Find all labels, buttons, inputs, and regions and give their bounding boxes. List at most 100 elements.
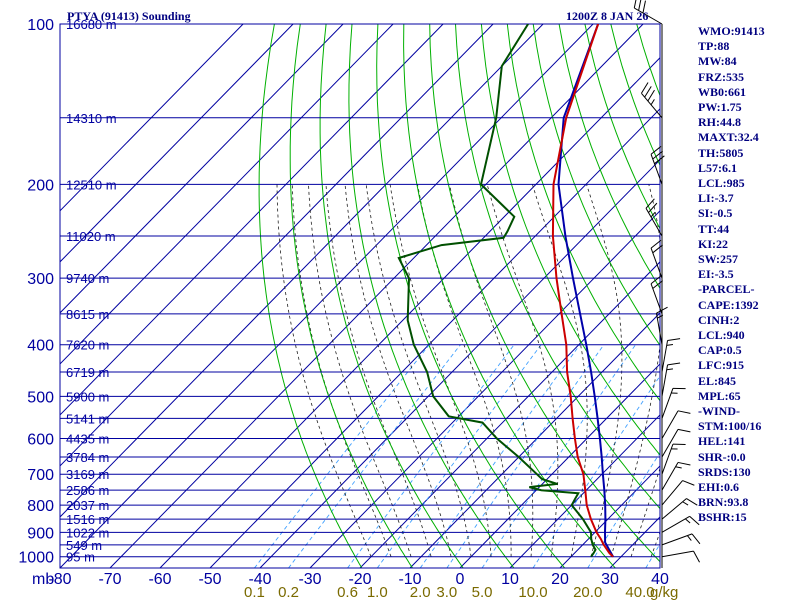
wind-barb-staff — [661, 364, 669, 397]
stability-index-entry: TH:5805 — [698, 145, 744, 160]
isotherm-line — [359, 261, 660, 568]
wind-barb — [661, 461, 691, 491]
mixing-ratio-line — [481, 344, 636, 568]
dry-adiabat-line — [289, 24, 413, 568]
wind-barb-staff — [661, 462, 679, 491]
temperature-tick-label: -60 — [148, 571, 171, 588]
height-label: 549 m — [66, 538, 102, 553]
plot-border — [59, 23, 661, 569]
pressure-tick-label: 400 — [27, 338, 54, 355]
wind-barb — [661, 480, 695, 506]
stability-index-entry: RH:44.8 — [698, 115, 741, 130]
mixing-ratio-line — [446, 344, 605, 568]
mixing-ratio-label: 0.1 — [244, 584, 265, 600]
isotherm-line — [60, 24, 444, 416]
stability-index-entry: EL:845 — [698, 373, 737, 388]
height-label: 95 m — [66, 550, 95, 565]
stability-index-entry: CINH:2 — [698, 312, 740, 327]
height-label: 1516 m — [66, 512, 109, 527]
wind-barb-flag — [642, 0, 646, 14]
mixing-ratio-label: 0.6 — [337, 584, 358, 600]
height-label: 2037 m — [66, 498, 109, 513]
wind-barb-staff — [661, 410, 679, 439]
dry-adiabat-line — [348, 24, 515, 568]
wind-barb-flag — [677, 461, 691, 466]
wind-barb-flag — [682, 480, 695, 486]
height-label: 2586 m — [66, 483, 109, 498]
isobar-lines — [59, 23, 661, 569]
mixing-ratio-label: 3.0 — [436, 584, 457, 600]
stability-index-entry: HEL:141 — [698, 434, 746, 449]
pressure-tick-label: 700 — [27, 467, 54, 484]
stability-index-entry: FRZ:535 — [698, 69, 744, 84]
wind-barb-half-flag — [675, 466, 682, 469]
mixing-ratio-label: 40.0 — [625, 584, 654, 600]
wind-barb-staff — [645, 208, 663, 237]
height-label: 7620 m — [66, 338, 109, 353]
height-label: 11020 m — [66, 229, 116, 244]
stability-index-entry: MW:84 — [698, 54, 737, 69]
height-label: 16680 m — [66, 17, 117, 32]
dry-adiabat-line — [429, 24, 660, 563]
wind-barb — [661, 428, 691, 458]
stability-index-entry: CAPE:1392 — [698, 297, 759, 312]
moist-adiabat-line — [276, 184, 372, 557]
temperature-profile-line — [551, 24, 614, 558]
moist-adiabat-line — [365, 184, 472, 557]
moist-adiabat-lines — [276, 184, 660, 557]
wind-barb-half-flag — [686, 535, 692, 541]
wind-barb — [661, 533, 701, 546]
isotherm-line — [60, 24, 344, 314]
wind-barb-flag — [689, 515, 700, 526]
wind-barb-staff — [650, 283, 663, 315]
dewpoint-profile-line — [397, 24, 597, 558]
isotherm-line — [559, 465, 660, 568]
wind-barb-flag — [648, 202, 658, 213]
wind-barb — [661, 387, 686, 419]
stability-index-entry: SW:257 — [698, 252, 739, 266]
isotherm-line — [109, 24, 644, 568]
stability-index-entry: MAXT:32.4 — [698, 130, 759, 145]
dry-adiabat-line — [558, 24, 660, 290]
wind-barb-half-flag — [650, 99, 655, 106]
dry-adiabat-line — [480, 24, 660, 456]
stability-index-entry: LCL:985 — [698, 176, 745, 190]
wind-barb-flag — [650, 146, 662, 155]
mixing-ratio-label: 20.0 — [573, 584, 602, 600]
isotherm-line — [60, 24, 594, 568]
isotherm-line — [60, 24, 544, 518]
height-label: 6719 m — [66, 365, 109, 380]
stability-index-entry: CAP:0.5 — [698, 343, 742, 358]
mixing-ratio-line — [347, 344, 515, 568]
wind-barb-flag — [638, 0, 642, 11]
mixing-ratio-lines — [254, 344, 660, 568]
stability-index-entry: -WIND- — [698, 404, 740, 418]
dry-adiabat-line — [403, 24, 616, 568]
temperature-tick-label: -30 — [298, 571, 321, 588]
wind-barb-staff — [661, 429, 679, 458]
height-label: 14310 m — [66, 111, 117, 126]
wind-barb-flag — [652, 244, 663, 254]
wind-barb — [661, 443, 686, 475]
wind-barb-flag — [677, 410, 691, 414]
wind-barb-staff — [641, 92, 663, 119]
moist-adiabat-line — [610, 184, 660, 557]
stability-index-entry: MPL:65 — [698, 388, 741, 403]
isotherm-line — [60, 24, 294, 263]
stability-index-entry: PW:1.75 — [698, 100, 742, 114]
stability-index-entry: LI:-3.7 — [698, 191, 734, 206]
stability-index-entry: L57:6.1 — [698, 160, 737, 175]
stability-index-entry: STM:100/16 — [698, 419, 762, 434]
stability-index-entry: SHR-:0.0 — [698, 449, 746, 464]
dry-adiabat-line — [258, 24, 363, 568]
wind-barb — [650, 239, 663, 279]
wind-barb-half-flag — [682, 501, 689, 506]
x-axis-unit-label: mb — [32, 571, 54, 588]
wind-barb-flag — [677, 428, 691, 433]
parcel-profile-line — [557, 24, 614, 558]
wind-barb — [633, 0, 663, 25]
temperature-tick-label: 20 — [551, 571, 569, 588]
stability-index-entry: WB0:661 — [698, 84, 746, 99]
pressure-tick-label: 800 — [27, 498, 54, 515]
